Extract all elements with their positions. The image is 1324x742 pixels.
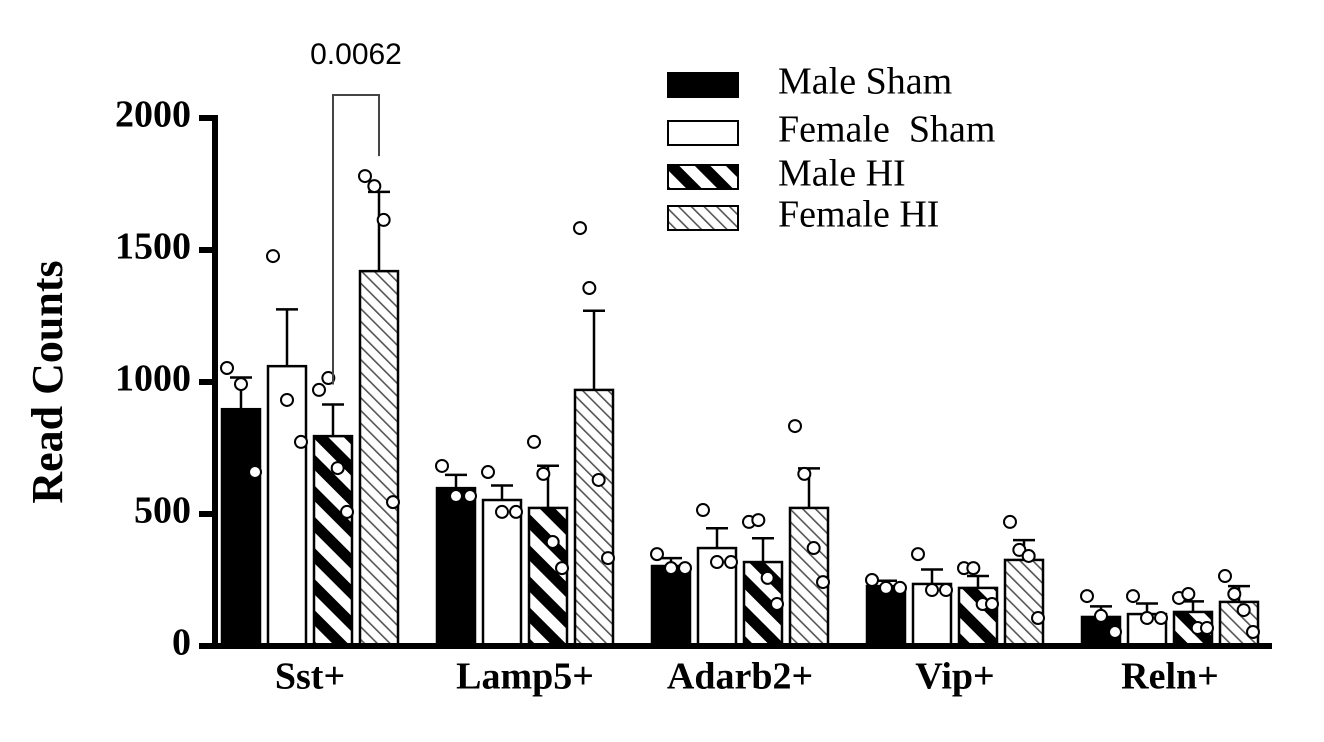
data-point bbox=[536, 466, 551, 481]
y-axis-label: Read Counts bbox=[23, 260, 72, 503]
data-point bbox=[770, 597, 784, 612]
bar bbox=[435, 486, 477, 648]
y-tick-label: 500 bbox=[134, 490, 191, 532]
data-point bbox=[806, 541, 821, 556]
bar bbox=[573, 388, 615, 648]
annotation: 0.0062 bbox=[310, 38, 402, 71]
data-point bbox=[376, 212, 391, 227]
data-point bbox=[724, 555, 738, 570]
y-tick-label: 0 bbox=[172, 622, 191, 664]
legend-swatch bbox=[667, 164, 739, 190]
data-point bbox=[220, 361, 234, 376]
data-point bbox=[939, 583, 953, 598]
bar bbox=[957, 586, 999, 648]
bar bbox=[1003, 558, 1045, 648]
data-point bbox=[1108, 625, 1122, 640]
bar bbox=[650, 564, 692, 648]
x-tick-label: Vip+ bbox=[915, 656, 994, 698]
x-tick-label: Adarb2+ bbox=[667, 656, 813, 698]
data-point bbox=[788, 419, 802, 434]
data-point bbox=[966, 561, 981, 576]
data-point bbox=[664, 561, 678, 576]
data-point bbox=[1126, 589, 1140, 604]
legend-swatch bbox=[667, 205, 739, 231]
data-point bbox=[248, 465, 262, 480]
bar bbox=[481, 498, 523, 648]
data-point bbox=[1003, 514, 1017, 529]
data-point bbox=[294, 434, 308, 449]
data-point bbox=[1181, 586, 1196, 601]
data-point bbox=[495, 504, 509, 519]
data-point bbox=[340, 504, 354, 519]
data-point bbox=[1246, 625, 1260, 640]
data-point bbox=[545, 534, 560, 549]
data-point bbox=[573, 221, 587, 236]
significance-bracket bbox=[332, 94, 380, 385]
data-point bbox=[1031, 611, 1045, 626]
data-point bbox=[1227, 586, 1242, 601]
data-point bbox=[555, 561, 569, 576]
data-point bbox=[710, 555, 724, 570]
bar bbox=[358, 269, 400, 648]
data-point bbox=[463, 489, 477, 504]
x-tick-label: Reln+ bbox=[1121, 656, 1219, 698]
data-point bbox=[358, 169, 372, 184]
legend-label: Male Sham bbox=[778, 61, 952, 103]
bar bbox=[865, 584, 907, 648]
data-point bbox=[760, 570, 775, 585]
data-point bbox=[797, 466, 812, 481]
legend-swatch bbox=[667, 72, 739, 98]
data-point bbox=[449, 489, 463, 504]
data-point bbox=[696, 503, 710, 518]
data-point bbox=[1094, 608, 1108, 623]
bar bbox=[220, 407, 262, 648]
data-point bbox=[893, 580, 907, 595]
data-point bbox=[601, 551, 615, 566]
bar bbox=[527, 506, 569, 648]
y-tick-label: 1000 bbox=[115, 358, 191, 400]
data-point bbox=[330, 461, 345, 476]
data-point bbox=[509, 504, 523, 519]
data-point bbox=[816, 575, 830, 590]
y-tick-label: 1500 bbox=[115, 226, 191, 268]
x-tick-label: Sst+ bbox=[275, 656, 345, 698]
data-point bbox=[591, 472, 606, 487]
data-point bbox=[266, 249, 280, 264]
legend-label: Female HI bbox=[778, 194, 939, 236]
data-point bbox=[865, 573, 879, 587]
data-point bbox=[234, 377, 248, 392]
y-tick-label: 2000 bbox=[115, 94, 191, 136]
legend-swatch bbox=[667, 120, 739, 146]
data-point bbox=[1200, 621, 1214, 636]
data-point bbox=[312, 382, 326, 397]
data-point bbox=[367, 179, 382, 194]
data-point bbox=[678, 561, 692, 576]
data-point bbox=[435, 458, 449, 473]
data-point bbox=[481, 465, 495, 480]
data-point bbox=[650, 547, 664, 562]
data-point bbox=[1080, 589, 1094, 604]
bar bbox=[266, 364, 308, 648]
data-point bbox=[751, 513, 766, 528]
data-point bbox=[1140, 611, 1154, 626]
data-point bbox=[321, 371, 336, 386]
data-point bbox=[1021, 548, 1036, 563]
legend-label: Male HI bbox=[778, 153, 906, 195]
data-point bbox=[386, 495, 400, 510]
data-point bbox=[925, 583, 939, 598]
data-point bbox=[582, 281, 597, 296]
data-point bbox=[1218, 569, 1232, 584]
legend-label: Female Sham bbox=[778, 109, 995, 151]
data-point bbox=[1154, 611, 1168, 626]
data-point bbox=[1236, 603, 1251, 618]
data-point bbox=[527, 434, 541, 449]
data-point bbox=[985, 597, 999, 612]
data-point bbox=[911, 547, 925, 562]
x-tick-label: Lamp5+ bbox=[456, 656, 594, 698]
data-point bbox=[280, 392, 294, 407]
data-point bbox=[879, 580, 893, 595]
